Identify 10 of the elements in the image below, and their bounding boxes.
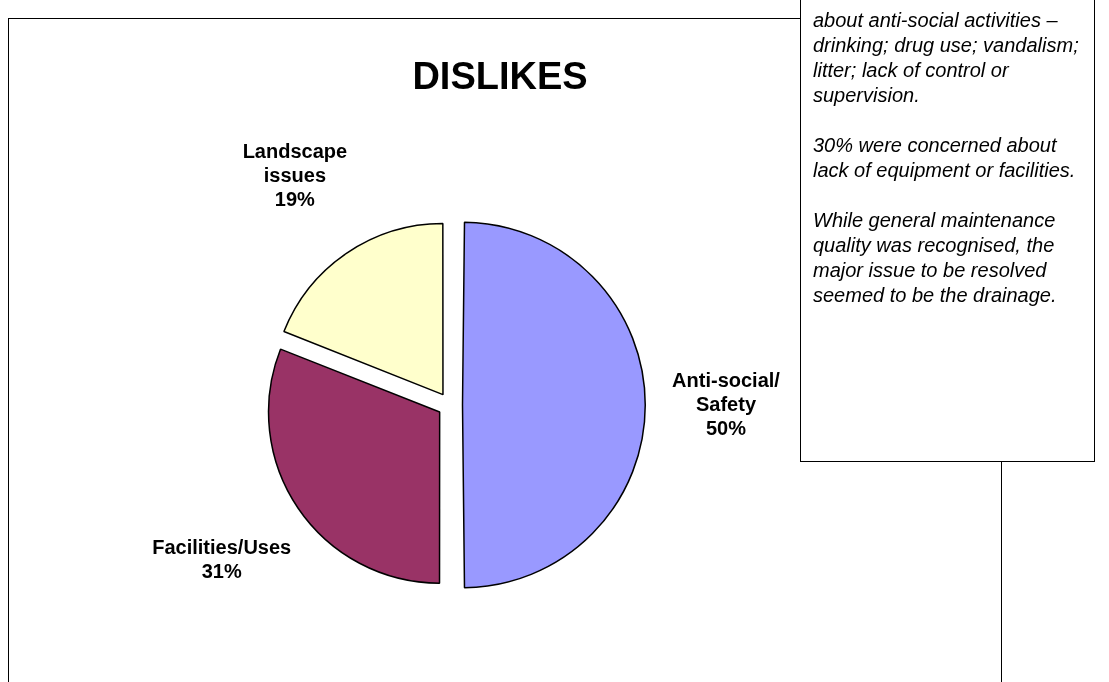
- data-label: 50%: [705, 416, 747, 439]
- chart-title: DISLIKES: [411, 55, 589, 98]
- text: about anti-social activities – drinking; drug use; vandalism; litter; lack of control or supervision.: [813, 8, 1080, 108]
- data-label: 31%: [201, 559, 242, 582]
- data-label: 19%: [274, 188, 316, 211]
- slice-label: Landscape issues: [242, 140, 348, 187]
- slice-label: Facilities/Uses: [152, 535, 292, 558]
- slice-label: Anti-social/Safety: [672, 368, 781, 415]
- text: 30% were concerned about lack of equipment or facilities.: [813, 133, 1077, 183]
- text: While general maintenance quality was recognised, the major issue to be resolved seemed to be the drainage.: [813, 208, 1058, 308]
